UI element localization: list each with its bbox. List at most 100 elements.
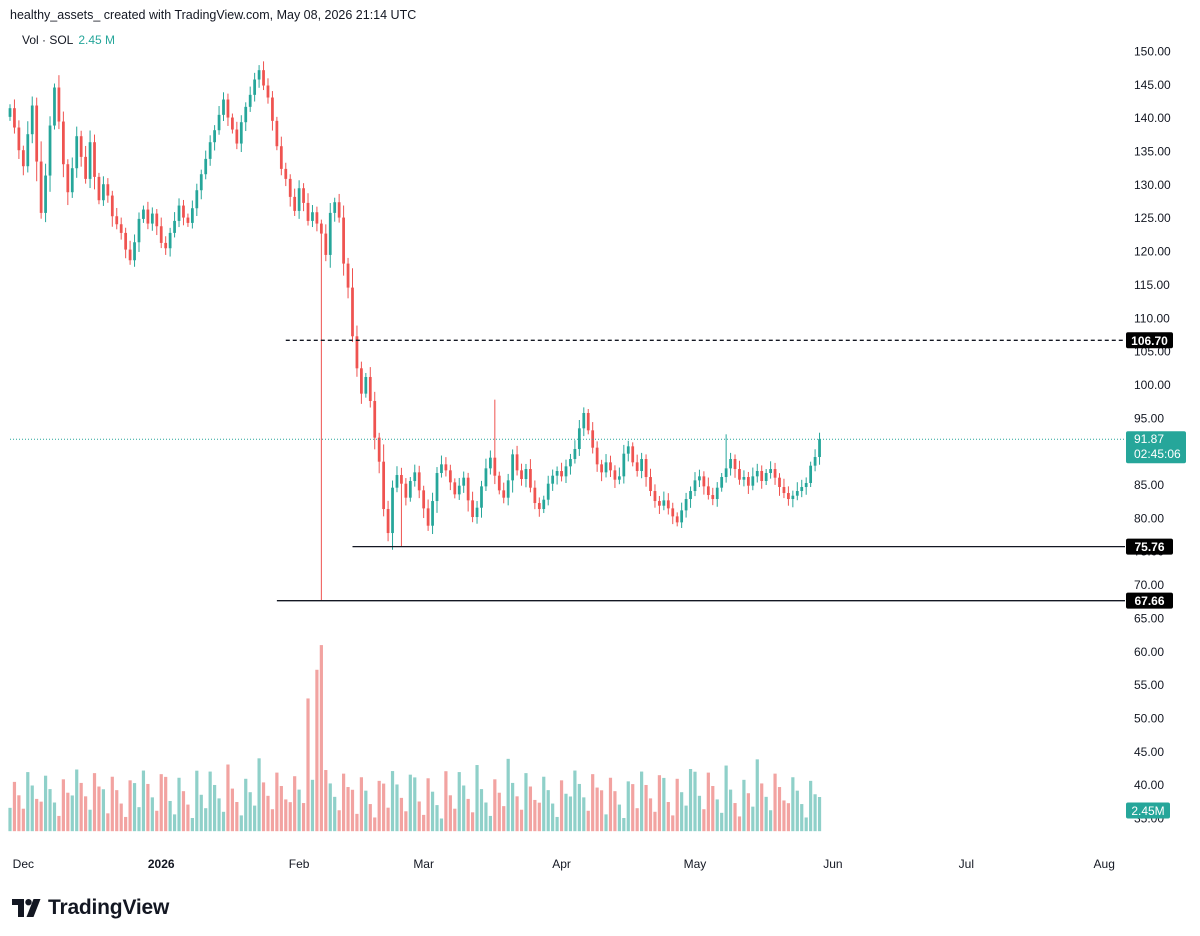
y-tick-label: 100.00 (1134, 378, 1171, 392)
volume-bar (293, 776, 297, 832)
candle (30, 96, 34, 144)
volume-bar (155, 810, 159, 832)
volume-bar (782, 800, 786, 832)
candle (61, 111, 65, 178)
volume-bar (110, 776, 114, 832)
candle (44, 163, 47, 223)
volume-bar (453, 808, 457, 832)
candle (746, 471, 750, 494)
candle (239, 115, 243, 153)
candle (818, 432, 821, 465)
volume-bar (426, 778, 430, 832)
candle (422, 485, 426, 519)
volume-bar (217, 798, 221, 832)
volume-bar (333, 796, 337, 832)
candle (435, 467, 439, 513)
y-tick-label: 110.00 (1134, 311, 1170, 325)
volume-bar (43, 775, 48, 832)
candle (346, 257, 350, 299)
candle (373, 391, 377, 450)
volume-bar (791, 777, 795, 832)
volume-bar (239, 815, 243, 832)
volume-bar (137, 807, 141, 832)
candle (778, 473, 781, 496)
volume-bar (724, 765, 728, 832)
y-tick-label: 80.00 (1134, 511, 1164, 525)
candle (262, 61, 265, 91)
candle (199, 169, 203, 200)
volume-bar (124, 816, 128, 832)
candle (715, 482, 719, 507)
candle (671, 502, 675, 525)
candle (360, 361, 363, 404)
volume-bar (568, 796, 573, 832)
level-price-badge[interactable]: 75.76 (1126, 538, 1173, 555)
volume-bar (528, 786, 533, 832)
candle (787, 486, 790, 506)
candle (622, 444, 626, 484)
volume-bar (795, 790, 799, 832)
volume-bar (413, 777, 417, 832)
candle (164, 236, 168, 255)
y-tick-label: 130.00 (1134, 178, 1171, 192)
volume-bar (310, 779, 315, 832)
candle (649, 468, 652, 497)
candle (231, 113, 234, 134)
candle (444, 457, 448, 477)
volume-bar (760, 783, 764, 832)
y-tick-label: 60.00 (1134, 645, 1164, 659)
volume-bar (497, 792, 501, 832)
volume-bar (399, 797, 404, 832)
candle (640, 452, 643, 479)
x-tick-label: Feb (289, 857, 310, 871)
price-chart-svg[interactable]: 150.00 145.00 140.00 135.00 130.00 125.00 120.… (0, 30, 1200, 884)
candle (751, 467, 755, 491)
volume-bar (604, 814, 608, 832)
candle (698, 469, 701, 488)
volume-bar (159, 774, 163, 832)
volume-bar (817, 796, 822, 832)
level-price-badge[interactable]: 106.70 (1126, 332, 1173, 349)
candle (66, 159, 70, 206)
candle (248, 86, 252, 112)
candle (204, 150, 208, 180)
volume-bar (61, 779, 65, 832)
candle (684, 492, 688, 518)
chart-area[interactable]: 150.00 145.00 140.00 135.00 130.00 125.00 120.… (0, 30, 1200, 884)
volume-bar (777, 787, 782, 832)
x-tick-label: Jun (823, 857, 842, 871)
candle (609, 455, 612, 478)
candle (337, 193, 341, 223)
candle (48, 116, 52, 192)
candle (484, 458, 488, 491)
candle (706, 477, 710, 500)
volume-bar (506, 758, 510, 832)
volume-bar (644, 784, 648, 832)
candle (680, 502, 684, 528)
volume-bar (591, 774, 595, 832)
volume-bar (132, 783, 137, 832)
candle (764, 469, 768, 486)
candle (626, 440, 630, 462)
volume-bar (328, 783, 332, 832)
volume-bar (181, 791, 186, 832)
volume-bar (119, 803, 123, 832)
candle (53, 83, 56, 130)
candle (466, 472, 470, 512)
volume-bar (337, 810, 341, 832)
volume-bar (270, 809, 275, 832)
candle (217, 106, 221, 135)
volume-bar (373, 817, 377, 832)
volume-bar (475, 765, 479, 832)
volume-bar (617, 804, 621, 832)
volume-bar (430, 791, 435, 832)
candle (395, 466, 399, 493)
level-price-badge[interactable]: 67.66 (1126, 592, 1173, 609)
y-tick-label: 65.00 (1134, 611, 1164, 625)
volume-legend[interactable]: Vol · SOL 2.45 M (22, 32, 115, 48)
volume-bar (8, 807, 12, 832)
candle (800, 479, 804, 498)
volume-bar (168, 800, 172, 832)
tradingview-footer[interactable]: TradingView (12, 895, 169, 921)
